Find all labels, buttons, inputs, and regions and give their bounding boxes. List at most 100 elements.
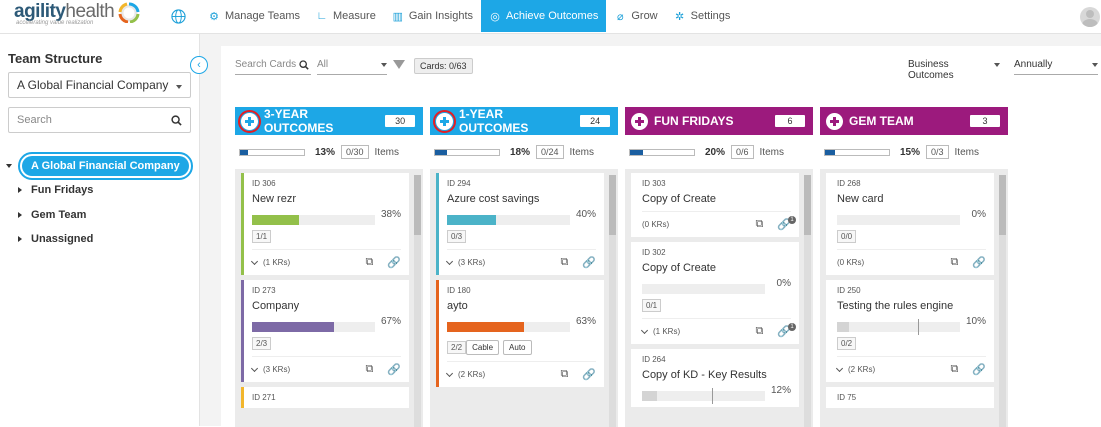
card-progress-bar (837, 319, 960, 335)
outcome-card[interactable]: ID 273 Company 67% 2/3 (3 KRs) ⧉ 🔗 (241, 280, 409, 382)
nav-settings[interactable]: ✲ Settings (666, 0, 739, 32)
nav-manage-teams[interactable]: ⚙ Manage Teams (200, 0, 308, 32)
brand-name: agility (14, 1, 66, 22)
brand-logo[interactable]: agilityhealth accelerating value realiza… (14, 1, 115, 27)
nav-achieve-outcomes[interactable]: ◎ Achieve Outcomes (481, 0, 607, 32)
chevron-down-icon (1092, 63, 1098, 67)
company-select[interactable]: A Global Financial Company (8, 72, 191, 98)
column-card-list: ID 294 Azure cost savings 40% 0/3 (3 KRs) ⧉ 🔗 I… (430, 169, 618, 427)
expand-caret-icon[interactable] (6, 164, 12, 168)
outcome-card[interactable]: ID 302 Copy of Create 0% 0/1 (1 KRs) ⧉ 🔗 1 (631, 242, 799, 344)
card-kr-count: (1 KRs) (263, 258, 291, 267)
column-scrollbar[interactable] (609, 175, 616, 427)
link-icon[interactable]: 🔗 (582, 369, 596, 381)
tree-root-label: A Global Financial Company (22, 156, 189, 176)
column-fun-fridays: FUN FRIDAYS 6 20% 0/6 Items ID 303 Copy of Cre… (625, 107, 813, 427)
copy-icon[interactable]: ⧉ (365, 363, 374, 375)
copy-icon[interactable]: ⧉ (755, 325, 764, 337)
card-tag[interactable]: Cable (466, 340, 500, 355)
user-avatar[interactable] (1080, 7, 1100, 27)
column-scrollbar[interactable] (804, 175, 811, 427)
card-tag[interactable]: Auto (503, 340, 532, 355)
copy-icon[interactable]: ⧉ (950, 256, 959, 268)
add-card-icon[interactable] (238, 109, 261, 133)
column-scrollbar[interactable] (414, 175, 421, 427)
tree-item-label: Fun Fridays (31, 184, 94, 196)
items-label: Items (374, 146, 399, 158)
link-icon[interactable]: 🔗 (387, 364, 401, 376)
card-id: ID 264 (642, 355, 666, 364)
nav-label: Grow (631, 10, 658, 22)
column-count: 30 (385, 115, 415, 127)
outcome-card[interactable]: ID 268 New card 0% 0/0 (0 KRs) ⧉ 🔗 (826, 173, 994, 275)
chevron-down-icon (381, 63, 387, 67)
chevron-down-icon[interactable] (835, 364, 844, 372)
link-icon[interactable]: 🔗 (972, 257, 986, 269)
card-progress-percent: 0% (971, 208, 986, 220)
column-1-year-outcomes: 1-YEAR OUTCOMES 24 18% 0/24 Items ID 294 Azure… (430, 107, 618, 427)
add-card-icon[interactable] (826, 112, 843, 130)
card-footer: (2 KRs) ⧉ 🔗 (835, 356, 986, 376)
outcome-card[interactable]: ID 306 New rezr 38% 1/1 (1 KRs) ⧉ 🔗 (241, 173, 409, 275)
outcomes-type-select[interactable]: Business Outcomes (908, 59, 1000, 81)
column-gem-team: GEM TEAM 3 15% 0/3 Items ID 268 New card 0% 0/0 (… (820, 107, 1008, 427)
team-search-input[interactable]: Search (8, 107, 191, 133)
chevron-down-icon[interactable] (250, 257, 259, 265)
period-select[interactable]: Annually (1014, 59, 1098, 75)
column-card-list: ID 306 New rezr 38% 1/1 (1 KRs) ⧉ 🔗 ID 273 Compa… (235, 169, 423, 427)
card-progress-bar (252, 215, 375, 225)
column-progress-bar (629, 148, 695, 156)
outcome-card[interactable]: ID 303 Copy of Create (0 KRs) ⧉ 🔗 1 (631, 173, 799, 237)
card-progress-bar (447, 215, 570, 225)
outcome-card[interactable]: ID 271 (241, 387, 409, 408)
copy-icon[interactable]: ⧉ (755, 218, 764, 230)
outcome-card[interactable]: ID 75 (826, 387, 994, 408)
collapse-sidebar-button[interactable]: ‹ (190, 56, 208, 74)
add-card-icon[interactable] (433, 109, 456, 133)
card-id: ID 273 (252, 286, 276, 295)
card-filter-select[interactable]: All (317, 59, 387, 75)
chevron-down-icon[interactable] (445, 257, 454, 265)
nav-gain-insights[interactable]: ▥ Gain Insights (384, 0, 481, 32)
chevron-down-icon[interactable] (250, 364, 259, 372)
card-id: ID 268 (837, 179, 861, 188)
column-progress-ratio: 0/6 (731, 145, 754, 159)
column-progress-bar (824, 148, 890, 156)
nav-label: Gain Insights (408, 10, 474, 22)
copy-icon[interactable]: ⧉ (950, 363, 959, 375)
column-title: 3-YEAR OUTCOMES (264, 107, 334, 135)
card-search-input[interactable]: Search Cards (235, 59, 311, 75)
copy-icon[interactable]: ⧉ (560, 368, 569, 380)
measure-icon: ∟ (316, 10, 328, 22)
chevron-down-icon[interactable] (445, 369, 454, 377)
filter-icon[interactable] (393, 60, 405, 69)
card-progress: 10% (837, 316, 986, 335)
outcome-card[interactable]: ID 264 Copy of KD - Key Results 12% (631, 349, 799, 407)
sidebar-title: Team Structure (8, 51, 103, 66)
copy-icon[interactable]: ⧉ (365, 256, 374, 268)
column-progress-percent: 18% (510, 146, 531, 158)
link-icon[interactable]: 🔗 (972, 364, 986, 376)
tree-root-company[interactable]: A Global Financial Company (18, 152, 193, 180)
column-title: GEM TEAM (849, 114, 914, 128)
column-scrollbar[interactable] (999, 175, 1006, 427)
nav-measure[interactable]: ∟ Measure (308, 0, 384, 32)
nav-grow[interactable]: ⌀ Grow (606, 0, 665, 32)
outcome-card[interactable]: ID 250 Testing the rules engine 10% 0/2 (2 K… (826, 280, 994, 382)
tree-item-unassigned[interactable]: Unassigned (18, 233, 93, 245)
card-progress-bar (642, 388, 765, 404)
outcome-card[interactable]: ID 294 Azure cost savings 40% 0/3 (3 KRs) ⧉ 🔗 (436, 173, 604, 275)
tree-item-gem-team[interactable]: Gem Team (18, 209, 86, 221)
chevron-down-icon[interactable] (640, 326, 649, 334)
card-id: ID 180 (447, 286, 471, 295)
link-icon[interactable]: 🔗 (582, 257, 596, 269)
copy-icon[interactable]: ⧉ (560, 256, 569, 268)
link-icon[interactable]: 🔗 1 (777, 323, 796, 338)
add-card-icon[interactable] (631, 112, 648, 130)
outcome-card[interactable]: ID 180 ayto 63% 2/2 Cable Auto (2 KRs) ⧉ 🔗 (436, 280, 604, 387)
column-title: 1-YEAR OUTCOMES (459, 107, 529, 135)
link-icon[interactable]: 🔗 1 (777, 216, 796, 231)
link-icon[interactable]: 🔗 (387, 257, 401, 269)
globe-icon[interactable] (171, 9, 186, 24)
tree-item-fun-fridays[interactable]: Fun Fridays (18, 184, 93, 196)
